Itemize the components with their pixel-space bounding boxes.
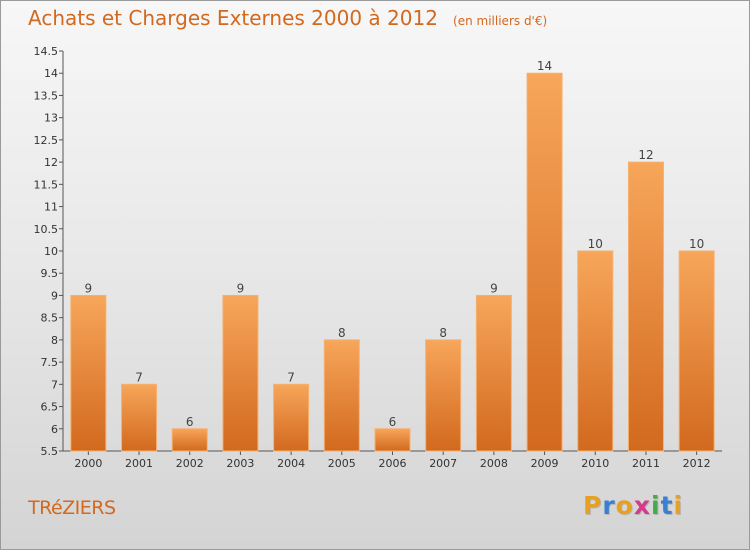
y-tick-label: 13 xyxy=(44,112,58,125)
y-tick-label: 8 xyxy=(51,334,58,347)
chart-title: Achats et Charges Externes 2000 à 2012 xyxy=(28,6,438,30)
chart-unit-note: (en milliers d'€) xyxy=(453,14,548,28)
y-tick-label: 6.5 xyxy=(41,401,59,414)
bar-value-label: 8 xyxy=(338,326,346,340)
brand-logo-letter: P xyxy=(583,491,603,520)
y-tick-label: 11.5 xyxy=(34,178,59,191)
bar-value-label: 10 xyxy=(588,237,603,251)
bar-value-label: 9 xyxy=(85,281,93,295)
y-tick-label: 9.5 xyxy=(41,267,59,280)
y-tick-label: 12.5 xyxy=(34,134,59,147)
x-tick-label: 2004 xyxy=(277,457,305,470)
bar-value-label: 12 xyxy=(638,148,653,162)
bar-value-label: 7 xyxy=(135,370,143,384)
bar xyxy=(323,339,360,452)
brand-logo-letter: i xyxy=(673,491,684,520)
y-tick-label: 13.5 xyxy=(34,89,59,102)
y-tick-label: 14.5 xyxy=(34,45,59,58)
bar xyxy=(70,294,107,452)
y-tick-label: 7 xyxy=(51,378,58,391)
commune-name: TRéZIERS xyxy=(28,497,116,519)
x-tick-label: 2012 xyxy=(683,457,711,470)
bar xyxy=(577,250,614,452)
bar-value-label: 6 xyxy=(186,415,194,429)
bar xyxy=(425,339,462,452)
y-tick-label: 9 xyxy=(51,289,58,302)
x-tick-label: 2010 xyxy=(581,457,609,470)
x-tick-label: 2006 xyxy=(379,457,407,470)
y-tick-label: 12 xyxy=(44,156,58,169)
bar-value-label: 9 xyxy=(490,281,498,295)
bar xyxy=(374,428,411,452)
x-tick-label: 2001 xyxy=(125,457,153,470)
bar xyxy=(678,250,715,452)
bar xyxy=(475,294,512,452)
y-axis: 5.5 6 6.5 7 7.5 8 8.5 9 9.5 10 10.5 11 11.5 12 12.5 13 1… xyxy=(34,45,64,458)
bar xyxy=(627,161,664,452)
bar xyxy=(526,72,563,452)
x-tick-label: 2003 xyxy=(226,457,254,470)
brand-logo-letter: x xyxy=(633,491,651,520)
bar-value-label: 9 xyxy=(237,281,245,295)
x-tick-label: 2007 xyxy=(429,457,457,470)
y-tick-label: 8.5 xyxy=(41,312,59,325)
bar xyxy=(273,383,310,452)
x-tick-label: 2011 xyxy=(632,457,660,470)
x-tick-label: 2008 xyxy=(480,457,508,470)
bar xyxy=(171,428,208,452)
bar xyxy=(121,383,158,452)
y-tick-label: 11 xyxy=(44,201,58,214)
x-tick-label: 2000 xyxy=(74,457,102,470)
y-tick-label: 7.5 xyxy=(41,356,59,369)
brand-logo-letter: t xyxy=(660,491,674,520)
x-tick-label: 2005 xyxy=(328,457,356,470)
brand-logo[interactable]: Proxiti xyxy=(583,491,683,520)
x-tick-label: 2009 xyxy=(531,457,559,470)
bar-value-label: 6 xyxy=(389,415,397,429)
bar xyxy=(222,294,259,452)
y-tick-label: 14 xyxy=(44,67,58,80)
brand-logo-letter: r xyxy=(602,491,616,520)
bar-value-label: 7 xyxy=(287,370,295,384)
y-tick-label: 5.5 xyxy=(41,445,59,458)
y-tick-label: 10.5 xyxy=(34,223,59,236)
bar-value-label: 14 xyxy=(537,59,552,73)
y-tick-label: 10 xyxy=(44,245,58,258)
bar-value-label: 10 xyxy=(689,237,704,251)
x-tick-label: 2002 xyxy=(176,457,204,470)
title-row: Achats et Charges Externes 2000 à 2012 (… xyxy=(28,6,547,30)
y-tick-label: 6 xyxy=(51,423,58,436)
brand-logo-letter: i xyxy=(651,491,661,520)
bar-value-label: 8 xyxy=(439,326,447,340)
x-axis: 2000 2001 2002 2003 2004 2005 2006 2007 2008 2009… xyxy=(63,450,722,470)
brand-logo-letter: o xyxy=(615,491,634,520)
bars-group: 9 7 6 9 7 8 6 8 9 14 10 12 10 xyxy=(70,59,715,452)
